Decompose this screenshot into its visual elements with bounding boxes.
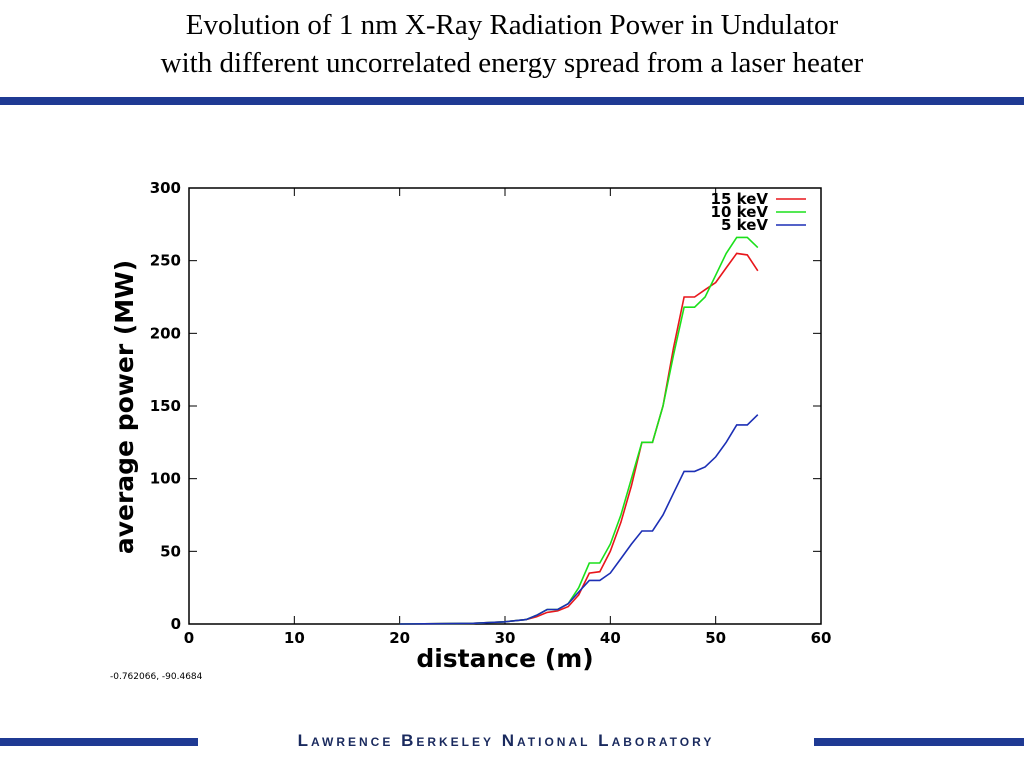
x-tick-label: 10 <box>284 629 305 647</box>
title-divider <box>0 97 1024 105</box>
y-tick-label: 50 <box>160 542 181 560</box>
x-tick-label: 40 <box>600 629 621 647</box>
y-tick-label: 0 <box>171 615 181 633</box>
x-tick-label: 60 <box>811 629 832 647</box>
legend-label: 10 keV <box>711 203 769 221</box>
plot-frame <box>188 187 822 625</box>
legend-label: 15 keV <box>711 190 769 208</box>
series-line-15-kev <box>399 252 759 625</box>
series-line-5-kev <box>399 414 759 625</box>
y-tick-label: 300 <box>150 179 181 197</box>
lab-name-footer: Lawrence Berkeley National Laboratory <box>297 731 715 750</box>
legend-label: 5 keV <box>721 216 768 234</box>
y-axis-title: average power (MW) <box>110 260 139 554</box>
y-tick-label: 100 <box>150 470 181 488</box>
cursor-coordinates-readout: -0.762066, -90.4684 <box>110 672 203 682</box>
x-axis-title: distance (m) <box>416 644 593 673</box>
footer-bar-left <box>0 738 198 746</box>
y-tick-label: 200 <box>150 324 181 342</box>
data-series <box>399 236 759 625</box>
slide-title-line-2: with different uncorrelated energy sprea… <box>160 47 864 79</box>
power-chart: 0 10 20 30 40 50 60 0 50 100 150 200 250 300 15 keV10… <box>110 179 832 682</box>
x-tick-label: 30 <box>495 629 516 647</box>
x-tick-label: 0 <box>184 629 194 647</box>
x-tick-label: 50 <box>705 629 726 647</box>
y-tick-label: 250 <box>150 252 181 270</box>
slide-title-line-1: Evolution of 1 nm X-Ray Radiation Power … <box>185 9 839 41</box>
axis-ticks: 0 10 20 30 40 50 60 0 50 100 150 200 250 300 <box>150 179 832 647</box>
slide-title: Evolution of 1 nm X-Ray Radiation Power … <box>0 6 1024 82</box>
footer-bar-right <box>814 738 1024 746</box>
y-tick-label: 150 <box>150 397 181 415</box>
x-tick-label: 20 <box>389 629 410 647</box>
